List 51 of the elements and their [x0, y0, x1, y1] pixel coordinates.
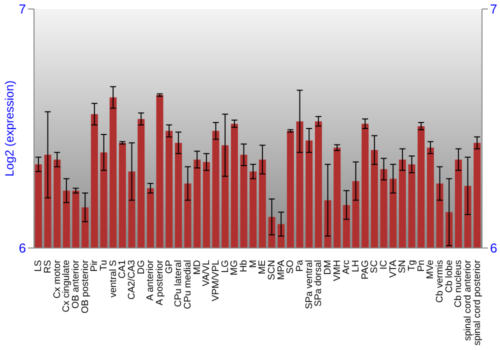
- x-tick-label: CPu medial: [182, 260, 194, 310]
- x-tick-label: spinal cord anterior: [462, 260, 474, 341]
- x-tick-label: Pa: [294, 259, 306, 272]
- x-tick-label: OB anterior: [70, 260, 82, 309]
- x-tick-label: SPa ventral: [304, 260, 315, 310]
- x-tick-label: Tg: [406, 260, 418, 272]
- x-tick-label: Cx cingulate: [61, 260, 72, 312]
- x-tick-label: Cb nucleus: [453, 260, 464, 308]
- x-tick-label: MVe: [425, 260, 436, 280]
- x-tick-label: Cb lobe: [444, 260, 455, 293]
- x-tick-label: SC: [369, 260, 380, 274]
- x-tick-label: SN: [397, 260, 408, 274]
- x-tick-label: LS: [33, 260, 44, 272]
- x-tick-label: A anterior: [145, 260, 156, 301]
- x-tick-label: PAG: [360, 260, 371, 280]
- x-tick-label: VTA: [388, 259, 399, 278]
- x-tick-label: LG: [220, 260, 231, 273]
- x-tick-label: M: [248, 260, 259, 268]
- x-tick-label: IC: [378, 260, 390, 270]
- x-tick-label: VA/VL: [201, 260, 212, 286]
- x-tick-label: SPa dorsal: [313, 260, 324, 306]
- x-tick-label: SO: [285, 260, 296, 274]
- x-tick-label: CA2/CA3: [126, 260, 138, 300]
- x-tick-label: OB posterior: [80, 260, 91, 314]
- x-tick-label: SCN: [266, 260, 278, 280]
- x-tick-label: Pir: [89, 260, 100, 272]
- x-tick-label: RS: [42, 260, 54, 274]
- x-tick-label: ventral S: [108, 260, 119, 298]
- y-axis-title: Log2 (expression): [2, 80, 16, 177]
- x-tick-label: LH: [350, 260, 362, 272]
- x-tick-label: MG: [229, 260, 240, 276]
- x-tick-label: DG: [136, 260, 147, 274]
- y2-tick-label: 6: [490, 240, 498, 256]
- y2-tick-label: 7: [490, 2, 498, 17]
- x-tick-label: Pn: [416, 260, 427, 272]
- x-tick-label: Arc: [341, 260, 352, 274]
- x-tick-label: ME: [257, 260, 268, 274]
- x-tick-label: spinal cord posterior: [472, 260, 483, 346]
- x-tick-label: Cb vermis: [434, 260, 446, 303]
- x-tick-label: MD: [192, 260, 203, 275]
- x-tick-label: A posterior: [154, 260, 166, 306]
- x-tick-label: VPM/VPL: [210, 260, 222, 302]
- x-tick-label: CPu lateral: [173, 260, 184, 307]
- x-tick-label: MPA: [276, 259, 287, 280]
- x-tick-label: DM: [322, 260, 334, 275]
- x-tick-label: VMH: [332, 260, 343, 282]
- x-tick-label: GP: [164, 260, 175, 274]
- x-tick-label: Tu: [98, 260, 110, 271]
- x-tick-label: CA1: [117, 260, 128, 278]
- x-tick-label: Cx motor: [52, 260, 63, 299]
- x-tick-label: Hb: [238, 260, 250, 272]
